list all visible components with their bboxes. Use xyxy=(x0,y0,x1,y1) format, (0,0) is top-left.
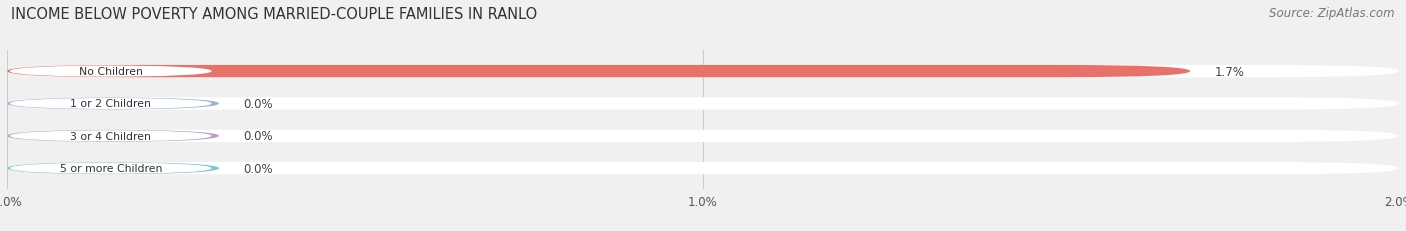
Text: 1 or 2 Children: 1 or 2 Children xyxy=(70,99,152,109)
FancyBboxPatch shape xyxy=(10,98,212,110)
FancyBboxPatch shape xyxy=(7,98,1399,110)
FancyBboxPatch shape xyxy=(7,66,1191,78)
Text: 0.0%: 0.0% xyxy=(243,97,273,110)
FancyBboxPatch shape xyxy=(7,130,1399,142)
FancyBboxPatch shape xyxy=(7,98,219,110)
Text: Source: ZipAtlas.com: Source: ZipAtlas.com xyxy=(1270,7,1395,20)
Text: 0.0%: 0.0% xyxy=(243,162,273,175)
FancyBboxPatch shape xyxy=(7,162,1399,175)
Text: 5 or more Children: 5 or more Children xyxy=(59,164,162,173)
FancyBboxPatch shape xyxy=(7,162,219,175)
Text: 1.7%: 1.7% xyxy=(1215,65,1244,78)
Text: No Children: No Children xyxy=(79,67,142,77)
FancyBboxPatch shape xyxy=(10,66,212,77)
Text: INCOME BELOW POVERTY AMONG MARRIED-COUPLE FAMILIES IN RANLO: INCOME BELOW POVERTY AMONG MARRIED-COUPL… xyxy=(11,7,537,22)
FancyBboxPatch shape xyxy=(7,130,219,142)
FancyBboxPatch shape xyxy=(10,131,212,142)
Text: 0.0%: 0.0% xyxy=(243,130,273,143)
FancyBboxPatch shape xyxy=(7,66,1399,78)
FancyBboxPatch shape xyxy=(10,163,212,174)
Text: 3 or 4 Children: 3 or 4 Children xyxy=(70,131,152,141)
